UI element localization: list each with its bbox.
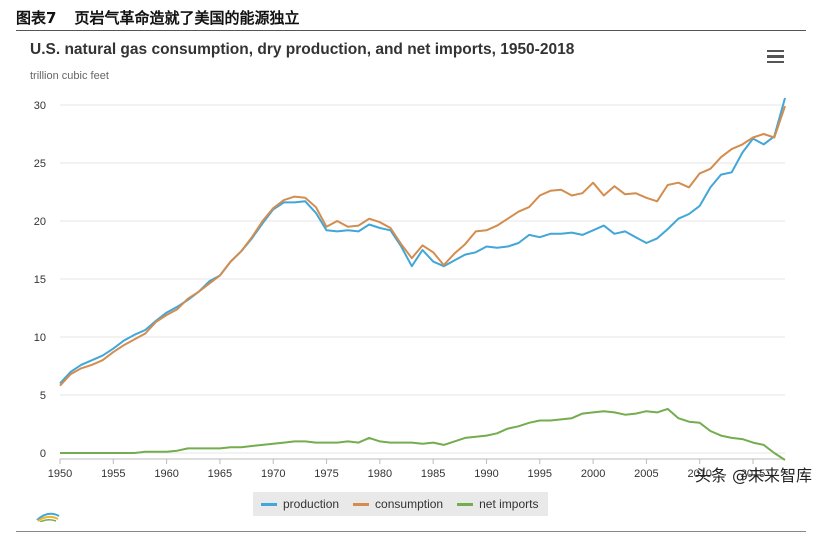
hamburger-menu-icon[interactable]	[767, 50, 784, 64]
x-tick-label-1995: 1995	[528, 468, 552, 480]
y-tick-label-5: 5	[40, 390, 46, 402]
figure-header: 图表7 页岩气革命造就了美国的能源独立	[16, 4, 806, 31]
chart-legend: production consumption net imports	[253, 492, 549, 516]
x-tick-label-1975: 1975	[314, 468, 338, 480]
x-tick-label-1955: 1955	[101, 468, 125, 480]
y-tick-label-0: 0	[40, 448, 46, 460]
series-line-consumption	[59, 105, 786, 387]
y-tick-label-20: 20	[34, 216, 46, 228]
y-tick-label-15: 15	[34, 274, 46, 286]
x-tick-label-2005: 2005	[634, 468, 658, 480]
legend-item-net-imports[interactable]: net imports	[457, 497, 538, 511]
y-tick-label-25: 25	[34, 158, 46, 170]
y-tick-label-30: 30	[34, 100, 46, 112]
x-tick-label-1960: 1960	[154, 468, 178, 480]
legend-item-production[interactable]: production	[261, 497, 339, 511]
figure-caption: 页岩气革命造就了美国的能源独立	[74, 8, 300, 27]
chart-title: U.S. natural gas consumption, dry produc…	[30, 41, 575, 58]
y-tick-label-10: 10	[34, 332, 46, 344]
bottom-rule	[16, 531, 806, 532]
legend-label-consumption: consumption	[375, 497, 444, 511]
legend-label-net-imports: net imports	[479, 497, 539, 511]
x-tick-label-1950: 1950	[48, 468, 72, 480]
series-line-net-imports	[60, 407, 786, 461]
y-axis-unit-label: trillion cubic feet	[30, 70, 109, 82]
legend-swatch-consumption	[353, 502, 370, 506]
chart-container: U.S. natural gas consumption, dry produc…	[16, 33, 806, 529]
x-tick-label-1985: 1985	[421, 468, 445, 480]
x-tick-label-2015: 2015	[741, 468, 765, 480]
legend-item-consumption[interactable]: consumption	[353, 497, 443, 511]
x-tick-label-1965: 1965	[208, 468, 232, 480]
series-line-production	[59, 97, 786, 385]
x-tick-label-1980: 1980	[368, 468, 392, 480]
legend-swatch-net-imports	[457, 502, 474, 506]
x-tick-label-1990: 1990	[474, 468, 498, 480]
legend-label-production: production	[283, 497, 340, 511]
x-tick-label-1970: 1970	[261, 468, 285, 480]
x-tick-label-2010: 2010	[687, 468, 711, 480]
x-tick-label-2000: 2000	[581, 468, 605, 480]
watermark: 头条 @未来智库	[694, 466, 812, 485]
eia-logo-icon	[36, 512, 60, 522]
legend-swatch-production	[261, 502, 277, 506]
figure-label: 图表7	[16, 8, 57, 27]
chart-plot-area: 0 5 10 15 20 25 30 1950 1955 1960 1965 1970 1975 1980…	[34, 97, 786, 480]
